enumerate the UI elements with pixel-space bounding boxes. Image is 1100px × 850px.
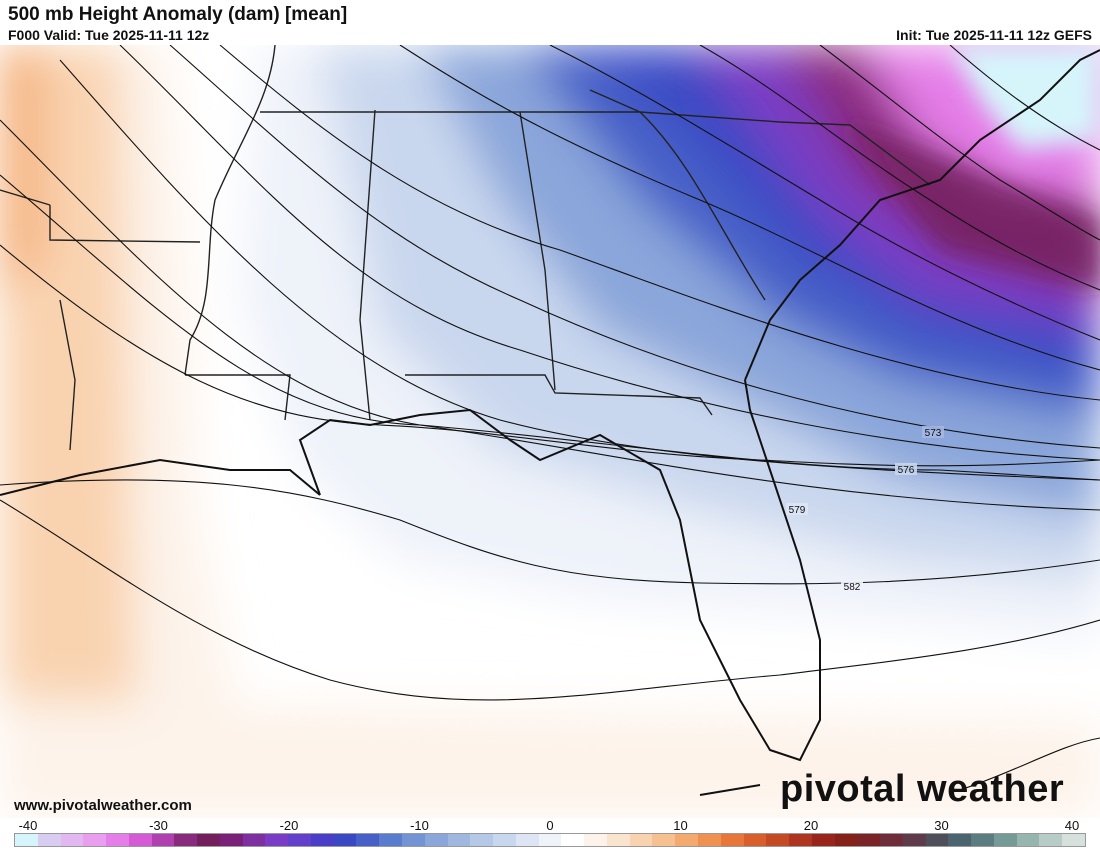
valid-time: F000 Valid: Tue 2025-11-11 12z — [8, 27, 210, 43]
colorbar-swatch — [652, 834, 676, 846]
colorbar-swatch — [310, 834, 334, 846]
colorbar-swatch — [151, 834, 175, 846]
colorbar-tick-label: -40 — [18, 818, 38, 833]
colorbar-swatch — [834, 834, 858, 846]
website-url: www.pivotalweather.com — [14, 797, 192, 814]
colorbar-swatch — [128, 834, 152, 846]
colorbar-tick-label: 40 — [1064, 818, 1080, 833]
header: 500 mb Height Anomaly (dam) [mean] F000 … — [0, 0, 1100, 45]
colorbar-swatch — [789, 834, 812, 846]
colorbar-swatch — [1016, 834, 1040, 846]
contour-label: 582 — [844, 582, 861, 593]
colorbar-swatch — [515, 834, 539, 846]
colorbar-swatch — [356, 834, 380, 846]
colorbar-swatch — [857, 834, 881, 846]
colorbar-swatch — [743, 834, 767, 846]
colorbar-tick-label: 30 — [934, 818, 949, 833]
coastline — [0, 49, 1100, 796]
colorbar-swatch — [265, 834, 289, 846]
colorbar-swatch — [242, 834, 266, 846]
height-contours — [0, 45, 1100, 791]
colorbar-swatch — [1062, 834, 1085, 846]
colorbar-swatch — [333, 834, 357, 846]
colorbar-swatch — [538, 834, 562, 846]
colorbar-swatch — [1039, 834, 1063, 846]
colorbar-swatch — [675, 834, 698, 846]
init-time: Init: Tue 2025-11-11 12z GEFS — [896, 27, 1092, 43]
colorbar-swatch — [60, 834, 84, 846]
colorbar-swatch — [37, 834, 61, 846]
colorbar-swatch — [174, 834, 198, 846]
colorbar-tick-label: 20 — [803, 818, 819, 833]
colorbar-swatch — [766, 834, 790, 846]
colorbar-swatch — [561, 834, 585, 846]
colorbar-swatch — [424, 834, 448, 846]
brand-logo: pivotal weather — [780, 768, 1065, 810]
colorbar-swatch — [720, 834, 744, 846]
anomaly-map: 573 576 579 582 — [0, 45, 1100, 818]
colorbar-tick-label: -30 — [149, 818, 168, 833]
map-panel[interactable]: 573 576 579 582 — [0, 45, 1100, 818]
colorbar-swatch — [993, 834, 1017, 846]
colorbar-swatch — [493, 834, 516, 846]
colorbar-swatch — [971, 834, 994, 846]
map-title: 500 mb Height Anomaly (dam) [mean] — [8, 4, 348, 25]
colorbar-swatch — [447, 834, 471, 846]
colorbar-swatch — [470, 834, 494, 846]
colorbar-swatch — [83, 834, 107, 846]
colorbar-swatch — [629, 834, 653, 846]
contour-label: 576 — [898, 465, 915, 476]
colorbar — [14, 833, 1086, 847]
colorbar-swatch — [288, 834, 311, 846]
colorbar-swatch — [880, 834, 903, 846]
colorbar-swatch — [606, 834, 630, 846]
colorbar-swatch — [584, 834, 607, 846]
colorbar-swatch — [106, 834, 129, 846]
colorbar-swatch — [219, 834, 243, 846]
colorbar-tick-label: 10 — [673, 818, 688, 833]
colorbar-swatch — [402, 834, 425, 846]
colorbar-swatch — [948, 834, 972, 846]
colorbar-swatch — [379, 834, 403, 846]
colorbar-swatch — [697, 834, 721, 846]
colorbar-tick-label: -10 — [410, 818, 429, 833]
state-borders — [0, 45, 931, 451]
colorbar-tick-label: -20 — [279, 818, 299, 833]
colorbar-swatch — [925, 834, 949, 846]
colorbar-swatch — [902, 834, 926, 846]
colorbar-swatch — [811, 834, 835, 846]
contour-label: 579 — [789, 505, 806, 516]
colorbar-tick-label: 0 — [546, 818, 554, 833]
colorbar-swatch — [15, 834, 38, 846]
contour-labels: 573 576 579 582 — [786, 426, 944, 593]
contour-label: 573 — [925, 428, 942, 439]
colorbar-swatch — [197, 834, 220, 846]
